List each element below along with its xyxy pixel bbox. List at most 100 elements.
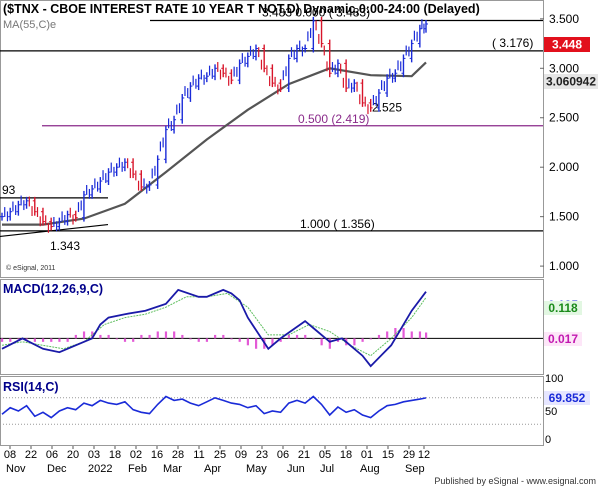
macd-badges: 0.135 0.118 0.017	[544, 298, 582, 346]
rsi-badge: 69.852	[544, 391, 590, 405]
trend-line	[0, 223, 109, 238]
macd-histogram-bar	[17, 338, 20, 340]
macd-histogram-bar	[50, 338, 53, 342]
macd-histogram-bar	[369, 338, 372, 340]
rsi-value: 69.852	[549, 391, 586, 405]
x-day-tick: 11	[193, 449, 204, 461]
macd-histogram-bar	[394, 328, 397, 339]
x-day-tick: 29	[403, 449, 415, 461]
x-day-tick: 21	[298, 449, 310, 461]
histogram-value: 0.017	[548, 332, 578, 346]
macd-histogram-bar	[214, 334, 217, 339]
x-day-tick: 12	[418, 449, 430, 461]
macd-histogram-bar	[123, 338, 127, 342]
footer-credit: Published by eSignal - www.esignal.com	[434, 476, 596, 486]
price-y-tick: 1.000	[549, 259, 579, 273]
price-y-tick: 1.500	[549, 210, 579, 224]
macd-histogram-bar	[99, 334, 102, 339]
x-day-tick: 06	[277, 449, 289, 461]
macd-histogram-bar	[148, 334, 151, 339]
macd-histogram-bar	[74, 334, 77, 339]
macd-panel	[0, 279, 544, 375]
price-annotation: 93	[2, 183, 16, 197]
macd-histogram-bar	[353, 338, 356, 346]
macd-histogram-bar	[115, 338, 118, 340]
macd-histogram-bar	[418, 331, 422, 339]
macd-histogram-bar	[41, 338, 45, 342]
macd-histogram-bar	[58, 338, 61, 342]
price-annotation: 1.343	[50, 239, 80, 253]
macd-histogram-bar	[402, 328, 405, 339]
x-day-tick: 22	[25, 449, 37, 461]
macd-histogram-bar	[279, 338, 282, 342]
price-y-tick: 2.000	[549, 160, 579, 174]
rsi-y-tick: 100	[545, 373, 563, 385]
macd-histogram-bar	[238, 338, 241, 342]
x-day-tick: 18	[340, 449, 352, 461]
last-price-value: 3.448	[552, 38, 582, 52]
ma-label: MA(55,C)e	[3, 19, 56, 31]
macd-histogram-bar	[386, 331, 389, 339]
macd-histogram-bar	[287, 334, 290, 339]
x-day-tick: 06	[46, 449, 58, 461]
macd-histogram-bar	[82, 331, 86, 339]
price-panel	[0, 0, 544, 278]
price-annotation: 1.000 ( 1.356)	[300, 217, 375, 231]
x-day-tick: 20	[67, 449, 79, 461]
price-annotation: 0.500 (2.419)	[298, 112, 369, 126]
macd-histogram-bar	[246, 338, 249, 346]
x-day-tick: 08	[4, 449, 16, 461]
macd-histogram-bar	[1, 338, 4, 342]
watermark: © eSignal, 2011	[6, 264, 56, 272]
macd-histogram-bar	[140, 334, 143, 339]
rsi-line	[1, 395, 427, 419]
x-day-tick: 25	[214, 449, 226, 461]
macd-histogram-bar	[425, 332, 428, 339]
price-layer: 3.500 3.000 2.500 2.000 1.500 1.000 3.483 0.00…	[0, 6, 579, 273]
macd-histogram-bar	[377, 334, 381, 339]
macd-histogram-bar	[156, 331, 159, 339]
x-month-label: Apr	[204, 463, 221, 475]
macd-histogram-bar	[164, 331, 168, 339]
macd-histogram-bar	[361, 338, 364, 342]
ma-line	[2, 61, 427, 226]
macd-title: MACD(12,26,9,C)	[3, 282, 103, 296]
x-day-tick: 15	[382, 449, 394, 461]
price-y-tick: 3.000	[549, 61, 579, 75]
x-axis: 08 22 06 20 03 18 02 16 28 11 25 09 23 06 21 05 18 01 15 29…	[4, 446, 430, 475]
x-month-label: Sep	[405, 463, 425, 475]
macd-histogram-bar	[312, 338, 315, 340]
rsi-y-tick: 50	[545, 406, 557, 418]
ma-badge: 3.060942	[544, 74, 598, 89]
x-day-tick: 18	[109, 449, 121, 461]
macd-histogram-bar	[205, 338, 209, 342]
x-day-tick: 02	[130, 449, 142, 461]
macd-histogram-bar	[33, 338, 36, 342]
price-title: ($TNX - CBOE INTEREST RATE 10 YEAR T NOT…	[3, 2, 480, 16]
macd-histogram-bar	[25, 338, 28, 340]
x-month-label: Jul	[320, 463, 334, 475]
x-day-tick: 16	[151, 449, 163, 461]
rsi-layer: 100 50 0	[0, 373, 563, 446]
x-month-label: 2022	[88, 463, 112, 475]
macd-histogram-bar	[173, 331, 176, 339]
price-annotation: ( 3.176)	[492, 36, 533, 50]
x-day-tick: 23	[256, 449, 268, 461]
macd-histogram-bar	[222, 334, 225, 339]
x-month-label: Mar	[163, 463, 182, 475]
x-month-label: May	[246, 463, 267, 475]
ma-value: 3.060942	[546, 75, 596, 89]
macd-histogram-bar	[320, 338, 323, 346]
macd-histogram-bar	[189, 338, 192, 340]
macd-histogram-bar	[328, 338, 331, 349]
price-y-tick: 3.500	[549, 12, 579, 26]
macd-histogram-bar	[410, 331, 413, 339]
x-month-label: Nov	[6, 463, 26, 475]
x-day-tick: 01	[361, 449, 373, 461]
x-day-tick: 03	[88, 449, 100, 461]
macd-histogram-bar	[230, 338, 233, 340]
x-day-tick: 09	[235, 449, 247, 461]
macd-histogram-bar	[271, 338, 274, 346]
last-price-badge: 3.448	[544, 37, 590, 52]
